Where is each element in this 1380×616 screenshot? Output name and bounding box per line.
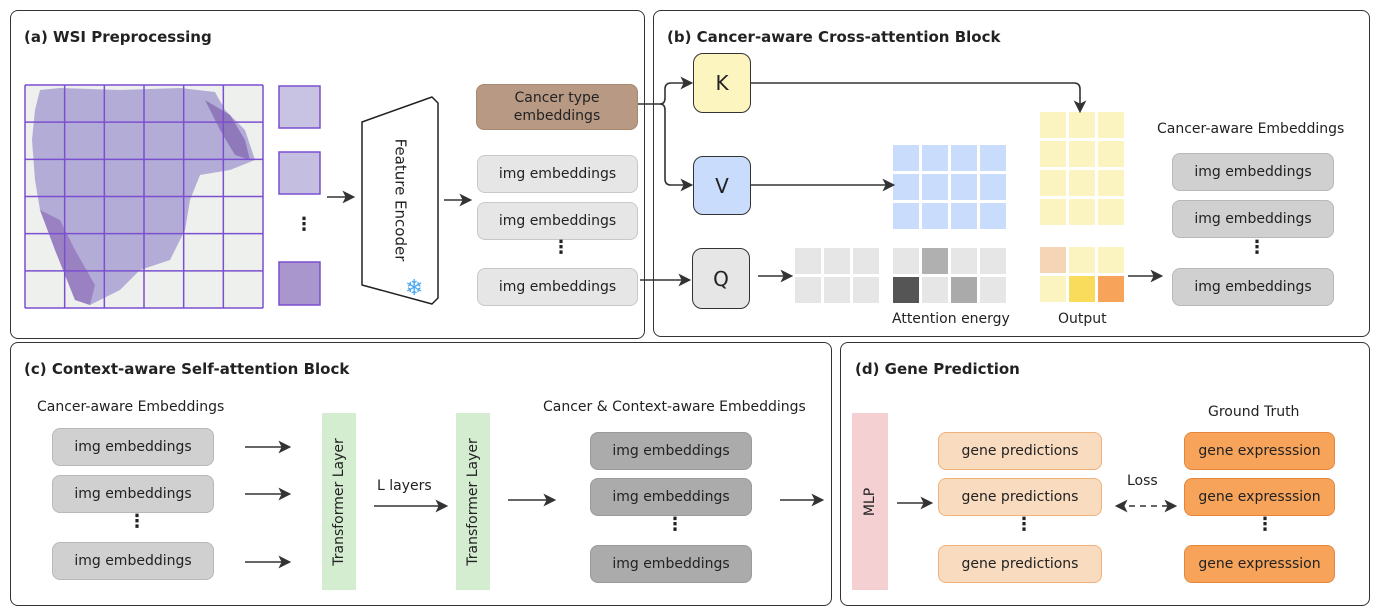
attention-energy-cell bbox=[922, 277, 948, 303]
value-grid-cell bbox=[922, 174, 948, 200]
panel-wsi-preprocessing bbox=[10, 10, 645, 339]
panel-gene-prediction bbox=[840, 342, 1370, 606]
ellipsis: ⋮ bbox=[1015, 514, 1033, 535]
ellipsis: ⋮ bbox=[1248, 237, 1266, 258]
mlp-block: MLP bbox=[852, 413, 888, 590]
loss-label: Loss bbox=[1127, 473, 1158, 489]
transformer-label: Transformer Layer bbox=[465, 437, 481, 566]
img-embeddings: img embeddings bbox=[52, 428, 214, 466]
cancer-aware-embeddings-label: Cancer-aware Embeddings bbox=[1157, 121, 1345, 137]
gene-expression: gene expresssion bbox=[1184, 432, 1335, 470]
attention-energy-cell bbox=[951, 277, 977, 303]
output-grid-cell bbox=[1098, 141, 1124, 167]
mlp-label: MLP bbox=[861, 487, 878, 516]
feature-encoder-label: Feature Encoder bbox=[391, 138, 409, 262]
patch-ellipsis: ⋮ bbox=[295, 214, 313, 235]
cancer-aware-embeddings-label: Cancer-aware Embeddings bbox=[37, 399, 225, 415]
output-grid-cell bbox=[1069, 199, 1095, 225]
query-grid-cell bbox=[853, 277, 879, 303]
ellipsis: ⋮ bbox=[1256, 514, 1274, 535]
gene-predictions: gene predictions bbox=[938, 545, 1102, 583]
l-layers-label: L layers bbox=[377, 478, 432, 494]
cancer-type-embeddings: Cancer type embeddings bbox=[476, 84, 638, 130]
attention-energy-cell bbox=[980, 277, 1006, 303]
gene-expression: gene expresssion bbox=[1184, 545, 1335, 583]
transformer-label: Transformer Layer bbox=[331, 437, 347, 566]
panel-a-title: (a) WSI Preprocessing bbox=[24, 28, 212, 46]
img-embeddings: img embeddings bbox=[52, 475, 214, 513]
img-embeddings: img embeddings bbox=[477, 202, 638, 240]
output-small-cell bbox=[1098, 247, 1124, 273]
output-grid-cell bbox=[1040, 199, 1066, 225]
value-grid-cell bbox=[980, 174, 1006, 200]
value-grid-cell bbox=[951, 203, 977, 229]
attention-energy-label: Attention energy bbox=[892, 311, 1010, 327]
value-grid-cell bbox=[951, 174, 977, 200]
query-grid-cell bbox=[853, 248, 879, 274]
img-embeddings: img embeddings bbox=[1172, 153, 1334, 191]
output-small-cell bbox=[1098, 276, 1124, 302]
img-embeddings: img embeddings bbox=[1172, 200, 1334, 238]
panel-b-title: (b) Cancer-aware Cross-attention Block bbox=[667, 28, 1001, 46]
img-embeddings: img embeddings bbox=[590, 432, 752, 470]
attention-energy-cell bbox=[951, 248, 977, 274]
output-grid-cell bbox=[1069, 141, 1095, 167]
output-small-cell bbox=[1040, 247, 1066, 273]
key-box: K bbox=[693, 53, 751, 113]
img-embeddings: img embeddings bbox=[477, 268, 638, 306]
output-grid-cell bbox=[1098, 199, 1124, 225]
attention-energy-cell bbox=[893, 277, 919, 303]
output-grid-cell bbox=[1040, 141, 1066, 167]
value-box: V bbox=[693, 156, 751, 215]
ellipsis: ⋮ bbox=[128, 511, 146, 532]
panel-cross-attention bbox=[653, 10, 1370, 337]
feature-encoder: Feature Encoder bbox=[362, 100, 438, 300]
output-small-cell bbox=[1069, 276, 1095, 302]
panel-c-title: (c) Context-aware Self-attention Block bbox=[24, 360, 350, 378]
output-grid-cell bbox=[1098, 112, 1124, 138]
snowflake-icon: ❄ bbox=[405, 276, 424, 301]
output-small-cell bbox=[1040, 276, 1066, 302]
query-grid-cell bbox=[795, 277, 821, 303]
query-grid-cell bbox=[795, 248, 821, 274]
ellipsis: ⋮ bbox=[666, 514, 684, 535]
gene-predictions: gene predictions bbox=[938, 432, 1102, 470]
output-small-cell bbox=[1069, 247, 1095, 273]
gene-predictions: gene predictions bbox=[938, 478, 1102, 516]
value-grid-cell bbox=[893, 145, 919, 171]
value-grid-cell bbox=[893, 174, 919, 200]
img-embeddings: img embeddings bbox=[477, 155, 638, 193]
output-grid-cell bbox=[1040, 112, 1066, 138]
img-embeddings: img embeddings bbox=[590, 545, 752, 583]
value-grid-cell bbox=[980, 145, 1006, 171]
value-grid-cell bbox=[922, 203, 948, 229]
gene-expression: gene expresssion bbox=[1184, 478, 1335, 516]
img-embeddings: img embeddings bbox=[1172, 268, 1334, 306]
panel-d-title: (d) Gene Prediction bbox=[855, 360, 1020, 378]
output-label: Output bbox=[1058, 311, 1107, 327]
output-grid-cell bbox=[1098, 170, 1124, 196]
query-box: Q bbox=[692, 248, 750, 309]
panel-self-attention bbox=[10, 342, 832, 606]
img-embeddings: img embeddings bbox=[590, 478, 752, 516]
output-grid-cell bbox=[1040, 170, 1066, 196]
attention-energy-cell bbox=[922, 248, 948, 274]
query-grid-cell bbox=[824, 277, 850, 303]
value-grid-cell bbox=[893, 203, 919, 229]
query-grid-cell bbox=[824, 248, 850, 274]
transformer-layer-2: Transformer Layer bbox=[456, 413, 490, 590]
img-embeddings: img embeddings bbox=[52, 542, 214, 580]
context-aware-embeddings-label: Cancer & Context-aware Embeddings bbox=[543, 399, 806, 415]
output-grid-cell bbox=[1069, 112, 1095, 138]
value-grid-cell bbox=[951, 145, 977, 171]
attention-energy-cell bbox=[980, 248, 1006, 274]
transformer-layer-1: Transformer Layer bbox=[322, 413, 356, 590]
value-grid-cell bbox=[922, 145, 948, 171]
value-grid-cell bbox=[980, 203, 1006, 229]
output-grid-cell bbox=[1069, 170, 1095, 196]
ground-truth-label: Ground Truth bbox=[1208, 404, 1300, 420]
ellipsis: ⋮ bbox=[552, 237, 570, 258]
attention-energy-cell bbox=[893, 248, 919, 274]
